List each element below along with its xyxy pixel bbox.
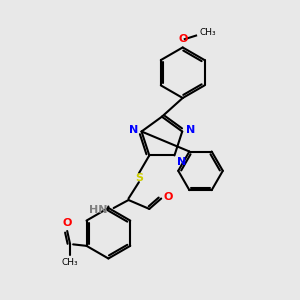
- Text: S: S: [135, 173, 143, 183]
- Text: O: O: [164, 192, 173, 202]
- Text: N: N: [129, 125, 138, 135]
- Text: CH₃: CH₃: [62, 258, 79, 267]
- Text: CH₃: CH₃: [199, 28, 216, 37]
- Text: HN: HN: [89, 206, 108, 215]
- Text: N: N: [186, 125, 195, 135]
- Text: O: O: [178, 34, 188, 44]
- Text: N: N: [177, 157, 187, 167]
- Text: O: O: [62, 218, 72, 228]
